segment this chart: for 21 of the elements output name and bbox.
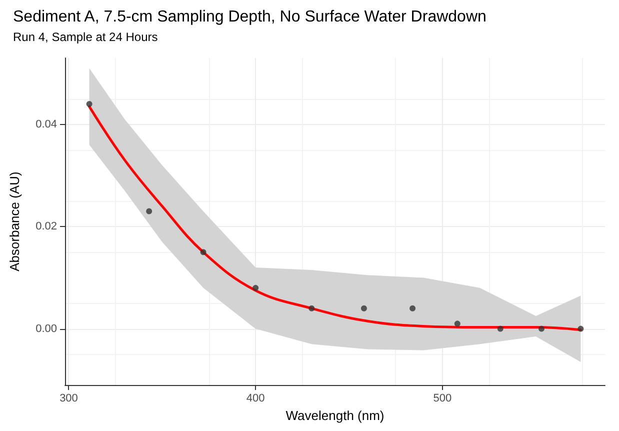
chart-title: Sediment A, 7.5-cm Sampling Depth, No Surface Water Drawdown xyxy=(13,8,486,26)
point xyxy=(538,326,544,332)
chart-subtitle: Run 4, Sample at 24 Hours xyxy=(13,30,158,44)
point xyxy=(360,305,367,312)
point xyxy=(86,100,92,107)
y-axis-title: Absorbance (AU) xyxy=(7,172,22,272)
point xyxy=(497,326,504,332)
point xyxy=(308,305,315,312)
y-tick-label: 0.04 xyxy=(36,118,57,130)
point xyxy=(578,326,584,332)
x-tick-label: 300 xyxy=(60,392,78,404)
point xyxy=(200,249,206,256)
point xyxy=(146,208,152,214)
x-tick-label: 500 xyxy=(433,392,452,404)
point xyxy=(252,284,259,291)
point xyxy=(410,305,416,312)
x-tick-label: 400 xyxy=(246,392,265,404)
y-tick-label: 0.00 xyxy=(36,322,57,335)
x-axis-title: Wavelength (nm) xyxy=(286,408,384,423)
y-tick-label: 0.02 xyxy=(36,220,57,233)
point xyxy=(454,320,460,327)
